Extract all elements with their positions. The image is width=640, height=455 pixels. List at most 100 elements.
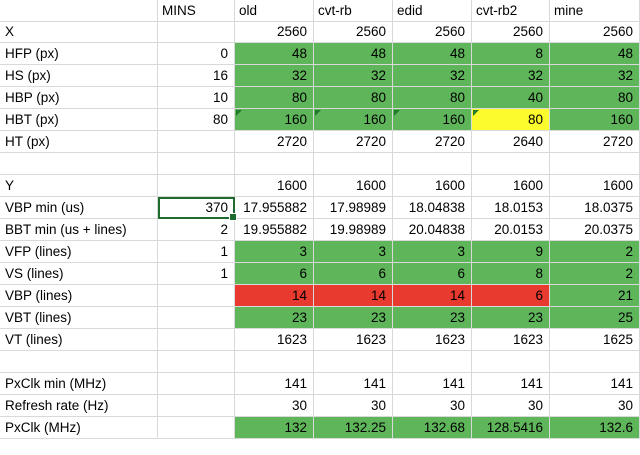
table-cell[interactable]: 20.04838 (393, 219, 472, 241)
table-cell[interactable]: 141 (393, 373, 472, 395)
table-cell[interactable]: 2560 (550, 21, 640, 43)
table-cell[interactable]: 32 (393, 65, 472, 87)
table-cell[interactable]: 160 (393, 109, 472, 131)
table-cell[interactable] (158, 307, 235, 329)
table-cell[interactable]: 48 (235, 43, 314, 65)
table-cell[interactable]: 1623 (235, 329, 314, 351)
table-cell[interactable]: 2720 (393, 131, 472, 153)
row-label-cell[interactable]: PxClk min (MHz) (0, 373, 158, 395)
table-cell[interactable] (472, 351, 550, 373)
table-cell[interactable]: 18.04838 (393, 197, 472, 219)
table-cell[interactable] (550, 153, 640, 175)
table-cell[interactable]: 32 (314, 65, 393, 87)
table-cell[interactable]: 6 (393, 263, 472, 285)
table-cell[interactable]: 14 (235, 285, 314, 307)
table-cell[interactable]: 1623 (472, 329, 550, 351)
row-label-cell[interactable]: X (0, 21, 158, 43)
row-label-cell[interactable]: PxClk (MHz) (0, 417, 158, 439)
table-cell[interactable]: 80 (314, 87, 393, 109)
table-cell[interactable]: 23 (393, 307, 472, 329)
table-cell[interactable]: 18.0153 (472, 197, 550, 219)
row-label-cell[interactable]: VBT (lines) (0, 307, 158, 329)
table-cell[interactable]: 141 (472, 373, 550, 395)
table-cell[interactable]: 32 (472, 65, 550, 87)
column-header-cell[interactable]: cvt-rb2 (472, 0, 550, 22)
table-cell[interactable] (393, 351, 472, 373)
row-label-cell[interactable] (0, 351, 158, 373)
table-cell[interactable] (158, 285, 235, 307)
table-cell[interactable]: 1623 (393, 329, 472, 351)
table-cell[interactable]: 2720 (314, 131, 393, 153)
table-cell[interactable]: 141 (235, 373, 314, 395)
table-cell[interactable]: 20.0153 (472, 219, 550, 241)
table-cell[interactable]: 132.6 (550, 417, 640, 439)
fill-handle[interactable] (229, 213, 237, 221)
table-cell[interactable]: 20.0375 (550, 219, 640, 241)
row-label-cell[interactable]: Refresh rate (Hz) (0, 395, 158, 417)
table-cell[interactable]: 8 (472, 263, 550, 285)
table-cell[interactable]: 2560 (235, 21, 314, 43)
table-cell[interactable]: 30 (550, 395, 640, 417)
table-cell[interactable]: 80 (472, 109, 550, 131)
row-label-cell[interactable]: VFP (lines) (0, 241, 158, 263)
table-cell[interactable]: 132.68 (393, 417, 472, 439)
table-cell[interactable]: 2 (550, 241, 640, 263)
table-cell[interactable]: 80 (550, 87, 640, 109)
table-cell[interactable] (550, 351, 640, 373)
table-cell[interactable]: 2560 (393, 21, 472, 43)
table-cell[interactable]: 48 (550, 43, 640, 65)
row-label-cell[interactable]: VBP min (us) (0, 197, 158, 219)
table-cell[interactable]: 10 (158, 87, 235, 109)
table-cell[interactable]: 32 (235, 65, 314, 87)
column-header-cell[interactable]: mine (550, 0, 640, 22)
table-cell[interactable]: 2560 (314, 21, 393, 43)
table-cell[interactable]: 8 (472, 43, 550, 65)
table-cell[interactable] (472, 153, 550, 175)
table-cell[interactable]: 1600 (314, 175, 393, 197)
table-cell[interactable]: 160 (314, 109, 393, 131)
table-cell[interactable]: 40 (472, 87, 550, 109)
column-header-cell[interactable]: cvt-rb (314, 0, 393, 22)
column-header-cell[interactable]: old (235, 0, 314, 22)
table-cell[interactable] (158, 175, 235, 197)
table-cell[interactable]: 3 (235, 241, 314, 263)
table-cell[interactable]: 6 (472, 285, 550, 307)
column-header-cell[interactable] (0, 0, 158, 22)
table-cell[interactable]: 1 (158, 241, 235, 263)
table-cell[interactable]: 2640 (472, 131, 550, 153)
table-cell[interactable]: 1600 (550, 175, 640, 197)
table-cell[interactable]: 30 (235, 395, 314, 417)
table-cell[interactable] (158, 329, 235, 351)
table-cell[interactable] (158, 153, 235, 175)
table-cell[interactable]: 160 (550, 109, 640, 131)
row-label-cell[interactable]: HT (px) (0, 131, 158, 153)
row-label-cell[interactable]: HBT (px) (0, 109, 158, 131)
table-cell[interactable] (393, 153, 472, 175)
table-cell[interactable]: 80 (235, 87, 314, 109)
table-cell[interactable] (235, 153, 314, 175)
row-label-cell[interactable]: VBP (lines) (0, 285, 158, 307)
table-cell[interactable] (158, 373, 235, 395)
table-cell[interactable]: 160 (235, 109, 314, 131)
table-cell[interactable]: 141 (314, 373, 393, 395)
table-cell[interactable] (158, 21, 235, 43)
table-cell[interactable]: 2 (158, 219, 235, 241)
row-label-cell[interactable]: VS (lines) (0, 263, 158, 285)
table-cell[interactable]: 0 (158, 43, 235, 65)
table-cell[interactable]: 30 (314, 395, 393, 417)
table-cell[interactable]: 25 (550, 307, 640, 329)
column-header-cell[interactable]: edid (393, 0, 472, 22)
column-header-cell[interactable]: MINS (158, 0, 235, 22)
table-cell[interactable]: 18.0375 (550, 197, 640, 219)
table-cell[interactable]: 19.98989 (314, 219, 393, 241)
table-cell[interactable]: 132 (235, 417, 314, 439)
table-cell[interactable]: 1 (158, 263, 235, 285)
table-cell[interactable]: 32 (550, 65, 640, 87)
table-cell[interactable] (158, 417, 235, 439)
table-cell[interactable]: 1600 (235, 175, 314, 197)
table-cell[interactable]: 2 (550, 263, 640, 285)
table-cell[interactable]: 48 (314, 43, 393, 65)
table-cell[interactable]: 2560 (472, 21, 550, 43)
table-cell[interactable]: 30 (393, 395, 472, 417)
table-cell[interactable]: 1623 (314, 329, 393, 351)
